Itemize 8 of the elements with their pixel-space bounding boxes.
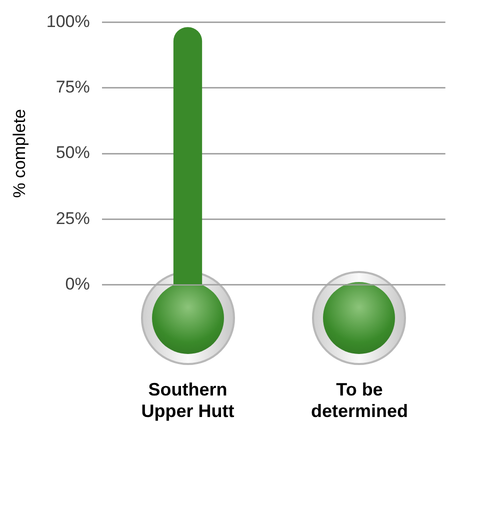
y-tick-label: 25% xyxy=(56,208,90,228)
x-tick-label: To be determined xyxy=(310,380,408,422)
y-tick-label: 50% xyxy=(56,143,90,162)
y-tick-label: 0% xyxy=(65,274,90,294)
y-tick-label: 100% xyxy=(46,12,90,31)
y-axis-title: % complete xyxy=(10,109,29,198)
x-tick-label: Southern Upper Hutt xyxy=(141,380,234,422)
y-tick-label: 75% xyxy=(56,78,90,97)
